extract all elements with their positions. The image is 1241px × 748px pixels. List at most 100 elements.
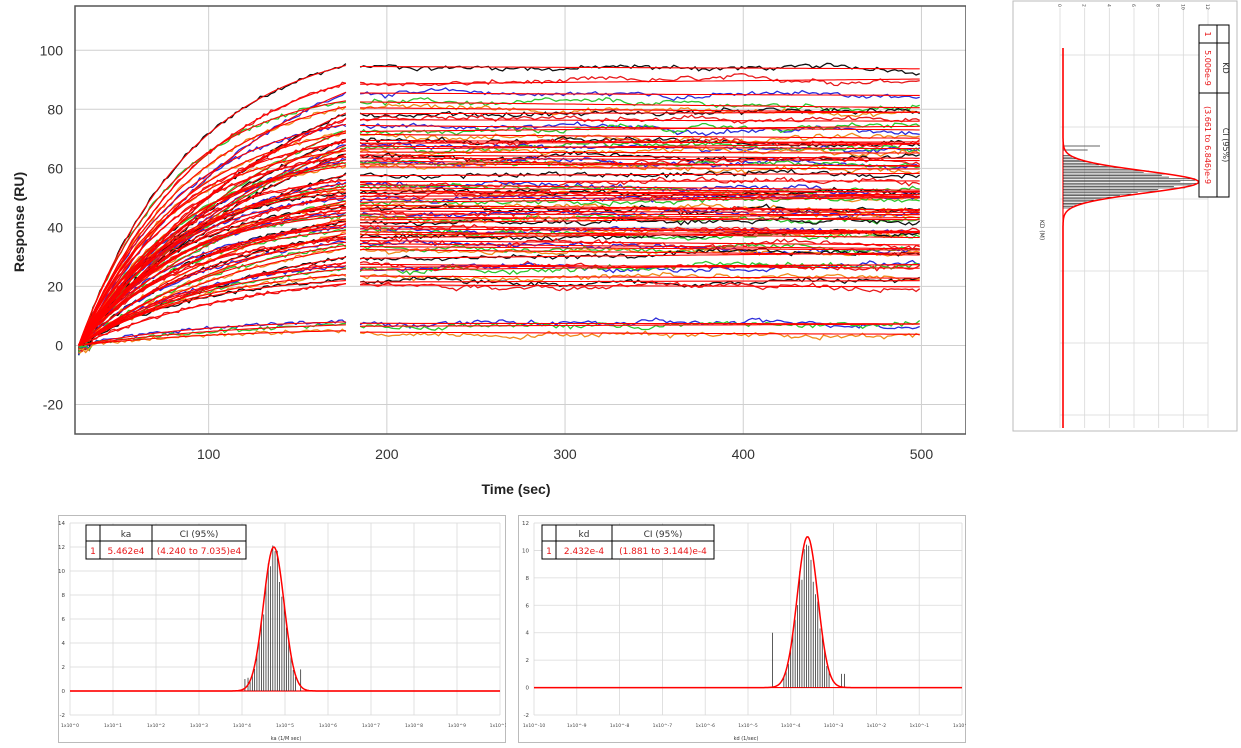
ka-histogram-x-axis-label: ka (1/M sec) bbox=[271, 736, 302, 742]
sensorgram-fit-line bbox=[78, 153, 347, 346]
sensorgram-fit-line bbox=[78, 226, 346, 346]
histogram-x-tick-label: 1x10^0 bbox=[61, 723, 79, 729]
histogram-y-tick-label: 2 bbox=[62, 665, 66, 671]
kd-table-row-index: 1 bbox=[1203, 31, 1212, 36]
histogram-x-tick-label: 1x10^-7 bbox=[653, 723, 673, 729]
kd-rate-table-value: 2.432e-4 bbox=[564, 547, 605, 557]
ka-table-ci: (4.240 to 7.035)e4 bbox=[157, 547, 242, 557]
sensorgram-fit-line bbox=[360, 216, 920, 224]
histogram-x-tick-label: 1x10^1 bbox=[104, 723, 122, 729]
histogram-x-tick-label: 1x10^6 bbox=[319, 723, 337, 729]
sensorgram-fit-line bbox=[360, 101, 920, 109]
sensorgram-fit-line bbox=[360, 180, 920, 183]
sensorgram-x-tick-label: 300 bbox=[553, 446, 577, 462]
sensorgram-fit-line bbox=[360, 216, 920, 221]
histogram-x-tick-label: 1x10^-1 bbox=[909, 723, 929, 729]
histogram-x-tick-label: 1x10^3 bbox=[190, 723, 208, 729]
histogram-y-tick-label: -2 bbox=[60, 713, 65, 719]
sensorgram-fit-line bbox=[78, 106, 347, 346]
kd-histogram-count-tick: 2 bbox=[1081, 4, 1087, 7]
sensorgram-fit-line bbox=[78, 265, 346, 346]
sensorgram-fit-line bbox=[360, 228, 920, 233]
sensorgram-fit-line bbox=[360, 331, 920, 335]
sensorgram-fit-line bbox=[78, 123, 346, 346]
sensorgram-fit-line bbox=[360, 280, 920, 283]
sensorgram-trace bbox=[78, 280, 921, 353]
kd-histogram-bars bbox=[1063, 145, 1196, 209]
sensorgram-fit-line bbox=[360, 151, 920, 154]
sensorgram-x-tick-label: 400 bbox=[732, 446, 756, 462]
sensorgram-fit-line bbox=[360, 125, 920, 132]
sensorgram-fit-line bbox=[360, 264, 920, 271]
sensorgram-fit-line bbox=[360, 284, 920, 288]
histogram-x-tick-label: 1x10^-4 bbox=[781, 723, 801, 729]
kd-rate-table-row-index: 1 bbox=[546, 547, 552, 557]
sensorgram-fit-line bbox=[360, 124, 920, 131]
kd-rate-histogram-x-axis-label: kd (1/sec) bbox=[734, 736, 759, 742]
sensorgram-fit-line bbox=[78, 64, 347, 346]
sensorgram-fit-line bbox=[78, 268, 346, 346]
histogram-x-tick-label: 1x10^7 bbox=[362, 723, 380, 729]
sensorgram-y-tick-label: -20 bbox=[43, 396, 63, 412]
sensorgram-fit-line bbox=[78, 150, 346, 346]
sensorgram-y-ticks: -20 0 20 40 60 80 100 bbox=[40, 42, 64, 412]
sensorgram-y-axis-label: Response (RU) bbox=[11, 172, 27, 272]
sensorgram-fit-line bbox=[78, 247, 346, 346]
sensorgram-fit-line bbox=[78, 283, 346, 346]
sensorgram-fit-line bbox=[78, 156, 346, 346]
histogram-x-tick-label: 1x10^10 bbox=[490, 723, 506, 729]
histogram-x-tick-label: 1x10^-2 bbox=[867, 723, 887, 729]
sensorgram-fit-line bbox=[360, 225, 920, 233]
sensorgram-fit-line bbox=[360, 163, 920, 167]
sensorgram-fit-line bbox=[78, 188, 346, 346]
sensorgram-fit-line bbox=[78, 200, 346, 346]
kd-table-ci: (3.661 to 6.846)e-9 bbox=[1203, 106, 1212, 184]
sensorgram-fit-line bbox=[78, 280, 346, 346]
sensorgram-fit-line bbox=[360, 145, 920, 150]
sensorgram-fit-line bbox=[360, 172, 920, 177]
histogram-x-tick-label: 1x10^-3 bbox=[824, 723, 844, 729]
kd-histogram-count-tick: 10 bbox=[1179, 4, 1185, 10]
kd-results-table: 1 KD 5.006e-9 CI (95%) (3.661 to 6.846)e… bbox=[1198, 24, 1230, 198]
sensorgram-fit-line bbox=[360, 111, 920, 115]
sensorgram-fit-line bbox=[78, 238, 346, 346]
sensorgram-fit-line bbox=[78, 82, 347, 346]
kd-histogram-panel: 0 2 4 6 8 10 12 KD (M) 1 KD 5.006e-9 CI (95%) … bbox=[1012, 0, 1238, 432]
sensorgram-fit-line bbox=[78, 144, 347, 346]
sensorgram-fit-line bbox=[360, 107, 920, 113]
sensorgram-fit-line bbox=[360, 195, 920, 200]
sensorgram-fit-line bbox=[78, 191, 346, 346]
sensorgram-fit-line bbox=[78, 262, 346, 346]
histogram-x-tick-label: 1x10^8 bbox=[405, 723, 423, 729]
sensorgram-fit-line bbox=[360, 193, 920, 197]
histogram-y-tick-label: -2 bbox=[524, 713, 529, 719]
sensorgram-fit-line bbox=[78, 244, 346, 346]
sensorgram-fits bbox=[78, 64, 920, 346]
histogram-x-tick-label: 1x10^-6 bbox=[695, 723, 715, 729]
sensorgram-fit-line bbox=[78, 233, 347, 346]
kd-rate-histogram-y-ticks: -2 0 2 4 6 8 10 12 bbox=[522, 521, 530, 719]
histogram-y-tick-label: 4 bbox=[62, 641, 66, 647]
kd-rate-results-table: kd CI (95%) 1 2.432e-4 (1.881 to 3.144)e… bbox=[541, 524, 715, 560]
sensorgram-fit-line bbox=[360, 213, 920, 221]
sensorgram-fit-line bbox=[360, 139, 920, 145]
histogram-y-tick-label: 14 bbox=[58, 521, 65, 527]
sensorgram-fit-line bbox=[78, 324, 346, 346]
sensorgram-fit-line bbox=[78, 91, 347, 346]
kd-histogram-chart: 0 2 4 6 8 10 12 KD (M) 1 KD 5.006e-9 CI (95%) … bbox=[1012, 0, 1238, 432]
sensorgram-fit-line bbox=[78, 185, 346, 346]
histogram-y-tick-label: 0 bbox=[526, 686, 530, 692]
sensorgram-y-tick-label: 80 bbox=[47, 101, 63, 117]
sensorgram-fit-line bbox=[360, 240, 920, 246]
sensorgram-fit-line bbox=[360, 275, 920, 279]
sensorgram-fit-line bbox=[360, 191, 920, 194]
sensorgram-fit-line bbox=[360, 207, 920, 211]
kd-histogram-count-tick: 6 bbox=[1130, 4, 1136, 7]
sensorgram-y-tick-label: 100 bbox=[40, 42, 64, 58]
histogram-y-tick-label: 6 bbox=[62, 617, 66, 623]
sensorgram-fit-line bbox=[78, 174, 347, 346]
kd-histogram-count-tick: 8 bbox=[1155, 4, 1161, 7]
histogram-x-tick-label: 1x10^9 bbox=[448, 723, 466, 729]
sensorgram-x-tick-label: 200 bbox=[375, 446, 399, 462]
